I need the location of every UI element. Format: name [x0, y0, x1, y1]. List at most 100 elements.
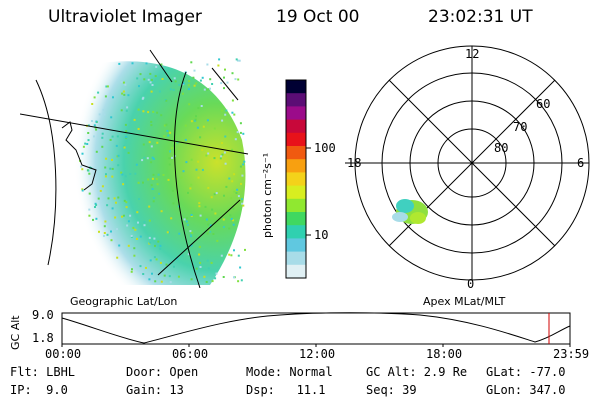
longitude-line-mid: [174, 71, 201, 288]
speckle: [111, 207, 114, 210]
speckle: [88, 214, 91, 217]
speckle: [94, 202, 97, 205]
speckle: [206, 259, 209, 262]
speckle: [88, 192, 91, 195]
speckle: [159, 247, 162, 250]
speckle: [168, 157, 171, 160]
speckle: [158, 90, 161, 93]
orbit-ytick-top: 9.0: [32, 308, 54, 322]
speckle: [190, 278, 193, 281]
speckle: [189, 234, 192, 237]
speckle: [154, 280, 157, 283]
speckle: [213, 193, 216, 196]
speckle: [109, 167, 112, 170]
speckle: [213, 127, 216, 130]
speckle: [137, 181, 140, 184]
speckle: [173, 77, 176, 80]
speckle: [123, 199, 126, 202]
speckle: [198, 245, 201, 248]
speckle: [193, 84, 196, 87]
speckle: [224, 135, 227, 138]
speckle: [199, 79, 202, 82]
speckle: [95, 128, 98, 131]
speckle: [87, 139, 90, 142]
colorbar-frame: [285, 79, 307, 279]
speckle: [200, 105, 203, 107]
speckle: [192, 76, 195, 79]
speckle: [139, 235, 142, 238]
speckle: [220, 155, 223, 158]
speckle: [106, 204, 109, 207]
speckle: [127, 244, 130, 247]
speckle: [197, 160, 200, 163]
speckle: [205, 218, 208, 221]
orbit-ytick-bottom: 1.8: [32, 331, 54, 345]
speckle: [176, 257, 179, 260]
speckle: [236, 131, 239, 134]
speckle: [233, 249, 235, 252]
colorbar-unit-label: photon cm⁻²s⁻¹: [261, 152, 274, 238]
speckle: [153, 256, 156, 259]
colorbar-label-100: 100: [314, 141, 336, 155]
speckle: [201, 168, 204, 171]
speckle: [186, 217, 189, 220]
speckle: [198, 205, 201, 208]
mlt-label-12: 12: [465, 47, 480, 61]
speckle: [110, 239, 113, 242]
speckle: [122, 214, 125, 217]
speckle: [176, 141, 179, 144]
polar-caption: Apex MLat/MLT: [423, 295, 506, 308]
speckle: [211, 280, 214, 283]
speckle: [110, 230, 112, 233]
speckle: [137, 128, 140, 130]
speckle: [165, 99, 168, 102]
speckle: [166, 129, 169, 132]
speckle: [122, 81, 125, 84]
speckle: [135, 163, 138, 166]
speckle: [209, 224, 212, 227]
speckle: [167, 134, 170, 137]
colorbar-stripe: [286, 198, 306, 213]
speckle: [220, 109, 223, 112]
speckle: [193, 69, 196, 72]
speckle: [237, 78, 240, 81]
speckle: [205, 154, 208, 157]
speckle: [156, 141, 159, 144]
speckle: [122, 183, 125, 186]
colorbar-stripe: [286, 159, 306, 173]
speckle: [103, 234, 105, 237]
speckle: [199, 136, 202, 139]
speckle: [202, 125, 205, 128]
orbit-xtick-label-3: 18:00: [426, 347, 463, 361]
speckle: [239, 266, 242, 269]
speckle: [174, 80, 177, 83]
speckle: [118, 244, 121, 247]
colorbar-stripes: [286, 80, 306, 279]
speckle: [120, 109, 123, 112]
speckle: [125, 130, 128, 133]
speckle: [115, 144, 118, 147]
status-dsp: Dsp: 11.1: [246, 383, 326, 397]
colorbar-stripe: [286, 93, 306, 107]
speckle: [154, 75, 157, 78]
speckle: [109, 138, 112, 141]
speckle: [130, 235, 133, 237]
speckle: [131, 268, 133, 271]
speckle: [241, 198, 243, 201]
speckle: [147, 78, 150, 81]
speckle: [166, 231, 169, 234]
geo-caption: Geographic Lat/Lon: [70, 295, 178, 308]
speckle: [213, 157, 216, 160]
speckle: [230, 197, 233, 200]
colorbar-stripe: [286, 106, 306, 121]
speckle: [116, 228, 118, 231]
speckle: [237, 280, 240, 283]
speckle: [178, 232, 181, 235]
colorbar-stripe: [286, 172, 306, 187]
speckle: [105, 173, 107, 176]
speckle: [181, 92, 184, 95]
speckle: [188, 80, 191, 83]
speckle: [169, 281, 172, 284]
speckle: [129, 214, 132, 217]
speckle: [105, 157, 108, 160]
